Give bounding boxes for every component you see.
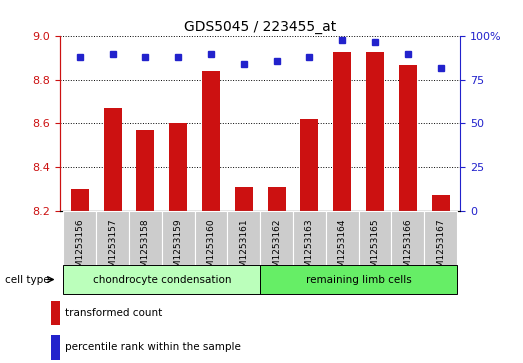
Bar: [96, 211, 129, 265]
Text: GSM1253162: GSM1253162: [272, 219, 281, 279]
Bar: [162, 211, 195, 265]
Text: GSM1253167: GSM1253167: [436, 219, 445, 280]
Bar: [137, 130, 154, 211]
Bar: [293, 211, 326, 265]
Bar: [129, 211, 162, 265]
Bar: [195, 211, 228, 265]
Bar: [399, 65, 417, 211]
Bar: [63, 211, 96, 265]
Text: cell type: cell type: [5, 274, 50, 285]
Text: GSM1253156: GSM1253156: [75, 219, 84, 280]
Bar: [202, 71, 220, 211]
Text: GSM1253160: GSM1253160: [207, 219, 215, 280]
Bar: [300, 119, 319, 211]
Text: GSM1253158: GSM1253158: [141, 219, 150, 280]
Bar: [333, 52, 351, 211]
Bar: [260, 265, 457, 294]
Bar: [169, 123, 187, 211]
Bar: [104, 108, 122, 211]
Bar: [268, 187, 286, 211]
Bar: [51, 335, 61, 359]
Text: percentile rank within the sample: percentile rank within the sample: [65, 342, 241, 352]
Text: GSM1253161: GSM1253161: [240, 219, 248, 280]
Text: GSM1253166: GSM1253166: [403, 219, 412, 280]
Bar: [359, 211, 391, 265]
Text: GSM1253159: GSM1253159: [174, 219, 183, 280]
Text: GSM1253157: GSM1253157: [108, 219, 117, 280]
Bar: [431, 195, 450, 211]
Text: GSM1253164: GSM1253164: [338, 219, 347, 279]
Bar: [71, 189, 89, 211]
Bar: [228, 211, 260, 265]
Text: GSM1253165: GSM1253165: [370, 219, 380, 280]
Bar: [326, 211, 359, 265]
Bar: [51, 301, 61, 325]
Bar: [260, 211, 293, 265]
Bar: [391, 211, 424, 265]
Text: GSM1253163: GSM1253163: [305, 219, 314, 280]
Bar: [63, 265, 260, 294]
Text: chondrocyte condensation: chondrocyte condensation: [93, 274, 231, 285]
Text: transformed count: transformed count: [65, 308, 162, 318]
Title: GDS5045 / 223455_at: GDS5045 / 223455_at: [184, 20, 336, 34]
Bar: [424, 211, 457, 265]
Text: remaining limb cells: remaining limb cells: [306, 274, 412, 285]
Bar: [366, 52, 384, 211]
Bar: [235, 187, 253, 211]
